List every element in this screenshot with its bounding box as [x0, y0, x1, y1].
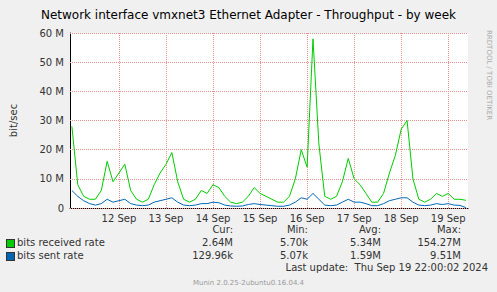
html-text:bits received rate: bits received rate [17, 237, 105, 248]
svg-text:50 M: 50 M [39, 57, 64, 68]
svg-text:19 Sep: 19 Sep [431, 213, 466, 224]
svg-text:17 Sep: 17 Sep [337, 213, 372, 224]
html-text:Max:: Max: [437, 224, 461, 235]
svg-text:18 Sep: 18 Sep [384, 213, 419, 224]
html-text:Min:: Min: [286, 224, 308, 235]
svg-text:Network interface vmxnet3 Ethe: Network interface vmxnet3 Ethernet Adapt… [41, 8, 456, 22]
svg-text:60 M: 60 M [39, 28, 64, 39]
html-text:5.70k: 5.70k [279, 237, 308, 248]
svg-text:16 Sep: 16 Sep [290, 213, 325, 224]
svg-text:12 Sep: 12 Sep [102, 213, 137, 224]
html-text:Avg:: Avg: [359, 224, 381, 235]
html-text:5.07k: 5.07k [279, 250, 308, 261]
svg-text:40 M: 40 M [39, 86, 64, 97]
html-text:154.27M: 154.27M [417, 237, 461, 248]
svg-text:20 M: 20 M [39, 144, 64, 155]
html-text:Cur:: Cur: [212, 224, 233, 235]
svg-text:0: 0 [58, 203, 64, 214]
svg-text:30 M: 30 M [39, 115, 64, 126]
svg-text:13 Sep: 13 Sep [149, 213, 184, 224]
html-text:RRDTOOL / TOBI OETIKER: RRDTOOL / TOBI OETIKER [485, 30, 493, 121]
svg-text:14 Sep: 14 Sep [196, 213, 231, 224]
html-text:bits sent rate: bits sent rate [17, 250, 84, 261]
svg-text:bit/sec: bit/sec [8, 104, 19, 137]
html-text:5.34M: 5.34M [350, 237, 381, 248]
html-text:1.59M: 1.59M [350, 250, 381, 261]
html-text:129.96k: 129.96k [192, 250, 233, 261]
svg-text:15 Sep: 15 Sep [243, 213, 278, 224]
html-text:Munin 2.0.25-2ubuntu0.16.04.4: Munin 2.0.25-2ubuntu0.16.04.4 [192, 279, 304, 287]
svg-text:10 M: 10 M [39, 173, 64, 184]
html-text:2.64M: 2.64M [202, 237, 233, 248]
html-text:9.51M: 9.51M [430, 250, 461, 261]
html-text:Last update: Thu Sep 19 22:00:: Last update: Thu Sep 19 22:00:02 2024 [285, 262, 488, 273]
